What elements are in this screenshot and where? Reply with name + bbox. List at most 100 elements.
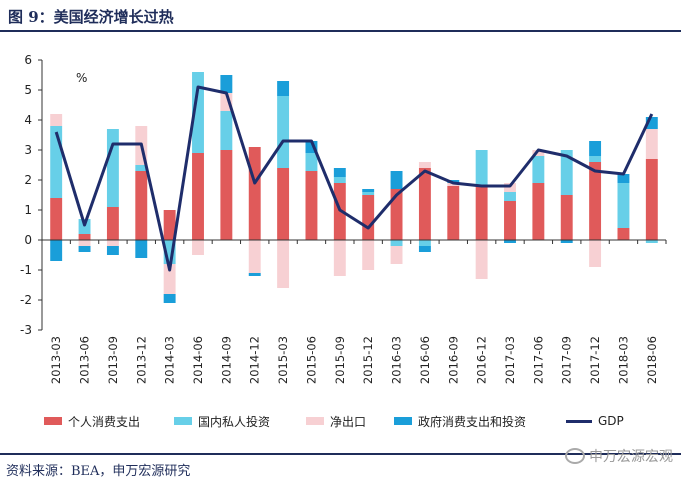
bar-gov: [277, 81, 290, 96]
bar-private_inv: [645, 240, 658, 243]
y-tick-label: -2: [20, 293, 32, 307]
bar-private_inv: [135, 165, 148, 171]
bar-personal: [475, 186, 488, 240]
bar-gov: [617, 174, 630, 183]
bar-personal: [50, 198, 63, 240]
bar-personal: [560, 195, 573, 240]
x-tick-label: 2015-03: [276, 336, 290, 384]
bar-personal: [447, 186, 460, 240]
bar-private_inv: [362, 192, 375, 195]
bar-gov: [220, 75, 233, 93]
unit-label: %: [76, 71, 87, 85]
x-tick-label: 2014-03: [163, 336, 177, 384]
bar-gov: [645, 117, 658, 129]
y-tick-label: 2: [24, 173, 32, 187]
bar-private_inv: [560, 150, 573, 195]
bar-personal: [248, 147, 261, 240]
bar-net_export: [390, 246, 403, 264]
bar-private_inv: [106, 129, 119, 207]
bar-gov: [362, 189, 375, 192]
wechat-icon: [565, 448, 585, 464]
bar-net_export: [362, 240, 375, 270]
y-tick-label: -1: [20, 263, 32, 277]
bar-private_inv: [475, 150, 488, 186]
bar-personal: [390, 189, 403, 240]
legend-swatch-government: [394, 417, 412, 425]
bar-private_inv: [617, 183, 630, 228]
bar-personal: [305, 171, 318, 240]
bar-private_inv: [305, 153, 318, 171]
bar-gov: [560, 240, 573, 243]
bar-gov: [504, 240, 516, 243]
bar-personal: [220, 150, 233, 240]
x-tick-label: 2013-03: [49, 336, 63, 384]
bar-net_export: [220, 93, 233, 111]
x-tick-label: 2017-03: [503, 336, 517, 384]
legend-line-gdp: [566, 419, 592, 423]
bar-net_export: [589, 240, 602, 267]
bar-personal: [645, 159, 658, 240]
bar-net_export: [532, 150, 545, 156]
legend-item-gdp: GDP: [566, 412, 624, 430]
bar-private_inv: [192, 72, 204, 153]
y-tick-label: 5: [24, 83, 32, 97]
bar-personal: [532, 183, 545, 240]
bar-personal: [589, 162, 602, 240]
chart-title: 图 9：美国经济增长过热: [8, 8, 174, 26]
bar-net_export: [475, 240, 488, 279]
x-tick-label: 2016-06: [418, 336, 432, 384]
watermark-text: 申万宏源宏观: [589, 449, 673, 465]
bar-net_export: [645, 129, 658, 159]
gdp-line: [54, 85, 654, 272]
x-tick-label: 2016-03: [390, 336, 404, 384]
bar-gov: [305, 141, 318, 153]
bar-net_export: [78, 240, 91, 246]
x-tick-label: 2015-09: [333, 336, 347, 384]
chart-legend: 个人消费支出 国内私人投资 净出口 政府消费支出和投资 GDP: [44, 412, 681, 430]
legend-item-net-export: 净出口: [306, 412, 366, 430]
bar-net_export: [192, 240, 204, 255]
bar-gov: [50, 240, 63, 261]
bar-net_export: [333, 240, 346, 276]
bar-personal: [78, 234, 91, 240]
bar-net_export: [163, 264, 176, 294]
watermark: 申万宏源宏观: [565, 446, 673, 466]
x-tick-label: 2016-12: [475, 336, 489, 384]
bar-personal: [163, 210, 176, 240]
x-tick-label: 2015-06: [304, 336, 318, 384]
bar-private_inv: [78, 219, 91, 234]
bar-gov: [78, 246, 91, 252]
legend-label-private-investment: 国内私人投资: [198, 414, 271, 429]
bar-private_inv: [589, 156, 602, 162]
bar-gov: [248, 273, 261, 276]
x-tick-label: 2017-12: [588, 336, 602, 384]
x-tick-label: 2017-09: [560, 336, 574, 384]
bar-gov: [106, 246, 119, 255]
legend-swatch-net-export: [306, 417, 324, 425]
legend-label-personal: 个人消费支出: [68, 414, 141, 429]
bar-net_export: [277, 240, 290, 288]
bar-private_inv: [532, 156, 545, 183]
x-tick-label: 2016-09: [446, 336, 460, 384]
title-divider: [0, 30, 681, 32]
x-tick-label: 2013-12: [134, 336, 148, 384]
legend-label-government: 政府消费支出和投资: [418, 414, 527, 429]
bar-net_export: [248, 240, 261, 273]
legend-item-private-investment: 国内私人投资: [174, 412, 270, 430]
bar-private_inv: [220, 111, 233, 150]
y-tick-label: 0: [24, 233, 32, 247]
bar-personal: [277, 168, 290, 240]
x-tick-label: 2014-06: [191, 336, 205, 384]
y-tick-label: 4: [24, 113, 32, 127]
bar-gov: [163, 294, 176, 303]
bar-gov: [589, 141, 602, 156]
x-tick-label: 2018-03: [616, 336, 630, 384]
bar-personal: [192, 153, 204, 240]
legend-swatch-private-investment: [174, 417, 192, 425]
bar-personal: [106, 207, 119, 240]
x-tick-label: 2018-06: [645, 336, 659, 384]
chart-area: -3 -2 -1 0 1 2 3 4 5 6% 2013-03 2013-06 2013-09 2013-…: [20, 53, 667, 384]
bar-private_inv: [163, 240, 176, 264]
x-tick-label: 2014-12: [248, 336, 262, 384]
bar-private_inv: [333, 177, 346, 183]
